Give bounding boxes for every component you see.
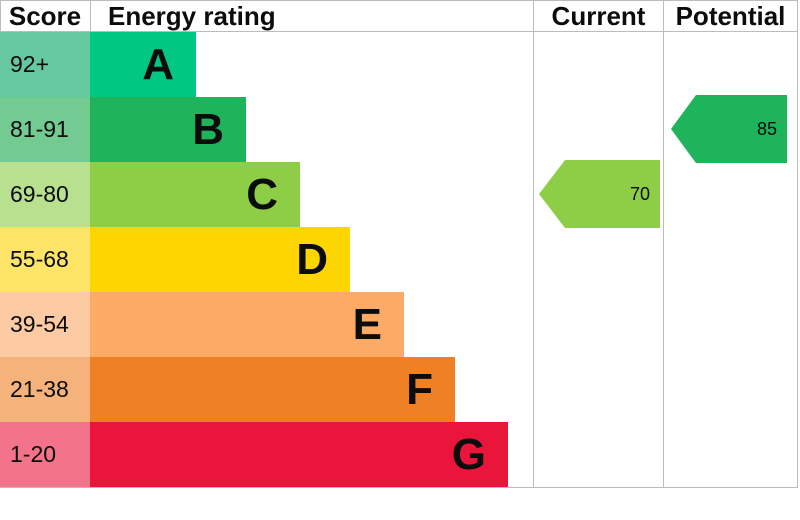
score-range-d: 55-68 — [0, 227, 90, 292]
potential-rating-arrow: 85 — [671, 95, 787, 163]
header-bottom-border — [0, 31, 798, 32]
band-bar-e: E — [90, 292, 404, 357]
score-header-divider — [90, 0, 91, 31]
energy-rating-column-header: Energy rating — [108, 0, 276, 31]
current-column-header: Current — [551, 0, 646, 31]
score-range-a: 92+ — [0, 32, 90, 97]
band-bar-c: C — [90, 162, 300, 227]
header-left-border — [0, 0, 1, 31]
current-rating-arrow: 70 — [539, 160, 660, 228]
table-bottom-border — [0, 487, 798, 488]
table-top-border — [0, 0, 798, 1]
band-bar-b: B — [90, 97, 246, 162]
band-bar-g: G — [90, 422, 508, 487]
current-column-divider — [533, 0, 534, 488]
score-column-header: Score — [8, 0, 82, 31]
table-right-border — [797, 0, 798, 488]
score-range-e: 39-54 — [0, 292, 90, 357]
potential-column-divider — [663, 0, 664, 488]
potential-column-header: Potential — [675, 0, 786, 31]
score-range-f: 21-38 — [0, 357, 90, 422]
band-bar-f: F — [90, 357, 455, 422]
band-bar-d: D — [90, 227, 350, 292]
score-range-g: 1-20 — [0, 422, 90, 487]
band-bar-a: A — [90, 32, 196, 97]
score-range-b: 81-91 — [0, 97, 90, 162]
score-range-c: 69-80 — [0, 162, 90, 227]
